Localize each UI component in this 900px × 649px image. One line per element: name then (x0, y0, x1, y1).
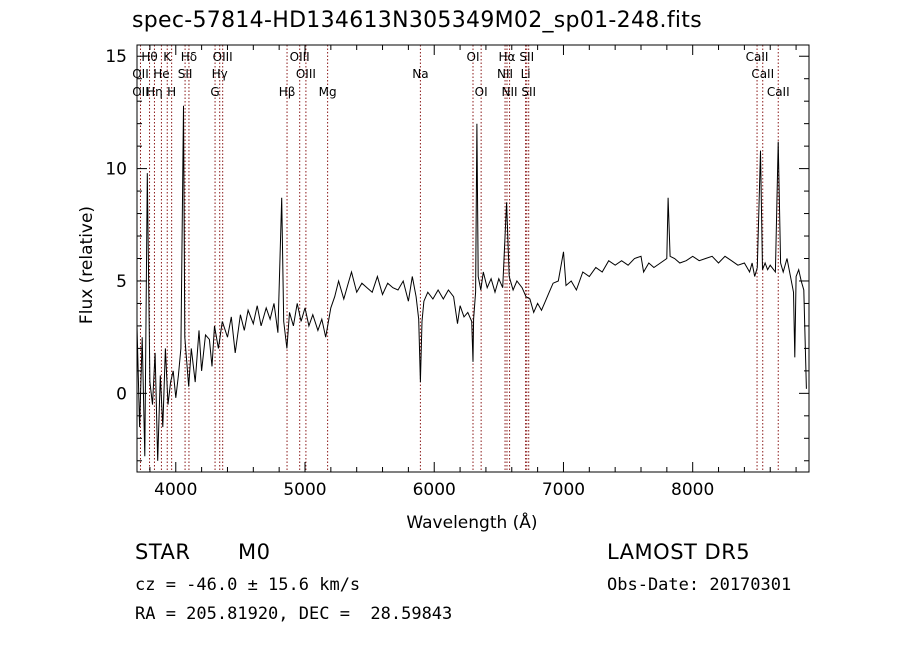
y-tick-label: 5 (116, 272, 127, 292)
x-tick-label: 4000 (154, 480, 197, 500)
x-tick-label: 7000 (542, 480, 585, 500)
flux-line (136, 105, 807, 461)
x-tick-label: 5000 (283, 480, 326, 500)
spectral-line-markers (139, 45, 779, 472)
flux-series (136, 105, 807, 461)
line-label: H (167, 85, 176, 99)
axis-ticks: 4000 5000 6000 7000 8000 0 5 10 15 (105, 45, 809, 500)
line-label: OI (467, 50, 480, 64)
y-axis-label: Flux (relative) (77, 206, 97, 324)
survey-name: LAMOST DR5 (607, 540, 751, 564)
line-label: Hα (499, 50, 516, 64)
object-class: STAR (135, 540, 191, 564)
line-label: Hγ (212, 67, 228, 81)
line-label: OII (132, 85, 149, 99)
y-tick-label: 0 (116, 384, 127, 404)
line-label: OIII (290, 50, 310, 64)
line-label: SII (178, 67, 193, 81)
object-subclass: M0 (238, 540, 271, 564)
line-label: CaII (751, 67, 774, 81)
observation-date: Obs-Date: 20170301 (607, 575, 792, 595)
line-label: SII (519, 50, 534, 64)
line-label: G (210, 85, 219, 99)
x-tick-label: 8000 (671, 480, 714, 500)
line-label: OI (475, 85, 488, 99)
line-label: SII (521, 85, 536, 99)
x-tick-label: 6000 (413, 480, 456, 500)
coordinates: RA = 205.81920, DEC = 28.59843 (135, 604, 453, 624)
line-label: Hθ (141, 50, 157, 64)
line-label: Hδ (181, 50, 197, 64)
line-label: Mg (319, 85, 337, 99)
line-label: CaII (767, 85, 790, 99)
line-label: NII (502, 85, 518, 99)
line-label: Na (412, 67, 428, 81)
y-tick-label: 15 (105, 47, 127, 67)
line-label: Hβ (279, 85, 296, 99)
line-label: NII (497, 67, 513, 81)
line-label: He (153, 67, 169, 81)
x-axis-label: Wavelength (Å) (406, 511, 537, 533)
y-tick-label: 10 (105, 160, 127, 180)
line-label: OIII (213, 50, 233, 64)
line-label: Li (521, 67, 531, 81)
redshift-velocity: cz = -46.0 ± 15.6 km/s (135, 575, 361, 595)
chart-title: spec-57814-HD134613N305349M02_sp01-248.f… (132, 8, 702, 33)
line-label: OII (132, 67, 149, 81)
line-label: Hη (146, 85, 163, 99)
line-label: OIII (296, 67, 316, 81)
line-label: CaII (746, 50, 769, 64)
line-label: K (163, 50, 172, 64)
